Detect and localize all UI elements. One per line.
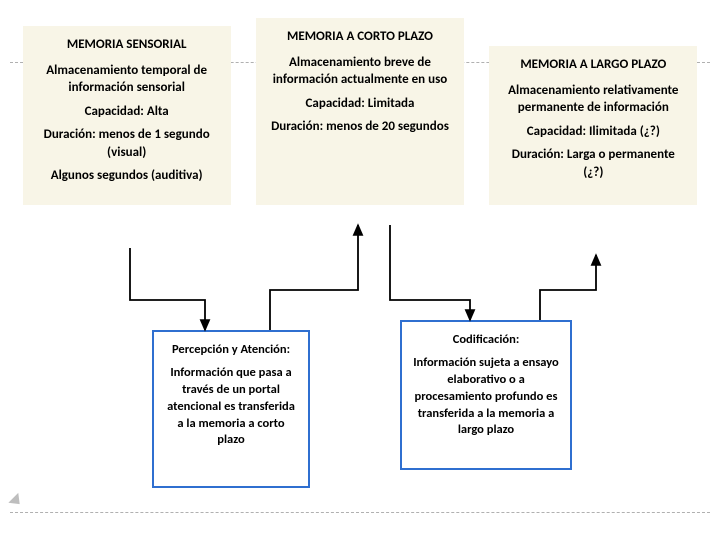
- slide-corner-decor-icon: [8, 493, 24, 509]
- process-percepcion-title: Percepción y Atención:: [164, 342, 298, 359]
- process-codificacion-title: Codificación:: [412, 332, 560, 349]
- memory-corto-l1: Almacenamiento breve de información actu…: [268, 54, 452, 89]
- memory-row: MEMORIA SENSORIAL Almacenamiento tempora…: [0, 18, 720, 205]
- memory-sensorial-l1: Almacenamiento temporal de información s…: [35, 62, 219, 97]
- dashed-rule-bottom: [10, 512, 710, 513]
- memory-largo-title: MEMORIA A LARGO PLAZO: [501, 56, 685, 74]
- memory-corto-l2: Capacidad: Limitada: [268, 95, 452, 113]
- process-percepcion-body: Información que pasa a través de un port…: [164, 365, 298, 449]
- memory-sensorial-title: MEMORIA SENSORIAL: [35, 36, 219, 54]
- memory-box-corto-plazo: MEMORIA A CORTO PLAZO Almacenamiento bre…: [256, 18, 464, 205]
- memory-largo-l1: Almacenamiento relativamente permanente …: [501, 82, 685, 117]
- memory-sensorial-l4: Algunos segundos (auditiva): [35, 167, 219, 185]
- process-box-percepcion: Percepción y Atención: Información que p…: [152, 330, 310, 488]
- memory-corto-title: MEMORIA A CORTO PLAZO: [268, 28, 452, 46]
- memory-corto-l3: Duración: menos de 20 segundos: [268, 118, 452, 136]
- process-codificacion-body: Información sujeta a ensayo elaborativo …: [412, 355, 560, 439]
- memory-box-sensorial: MEMORIA SENSORIAL Almacenamiento tempora…: [23, 26, 231, 205]
- memory-sensorial-l3: Duración: menos de 1 segundo (visual): [35, 126, 219, 161]
- memory-sensorial-l2: Capacidad: Alta: [35, 103, 219, 121]
- memory-largo-l2: Capacidad: Ilimitada (¿?): [501, 123, 685, 141]
- memory-box-largo-plazo: MEMORIA A LARGO PLAZO Almacenamiento rel…: [489, 46, 697, 205]
- process-box-codificacion: Codificación: Información sujeta a ensay…: [400, 320, 572, 470]
- memory-largo-l3: Duración: Larga o permanente (¿?): [501, 146, 685, 181]
